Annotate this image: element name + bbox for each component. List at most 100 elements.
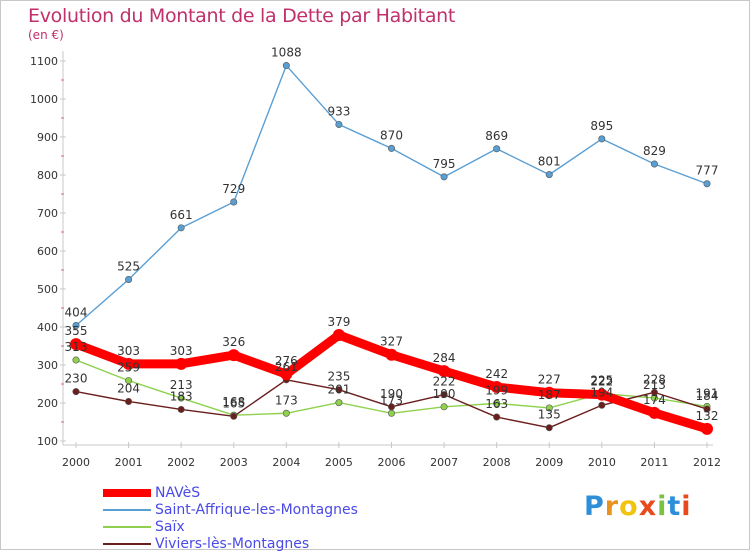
data-label: 933 bbox=[327, 104, 350, 118]
y-tick-label: 500 bbox=[37, 283, 58, 296]
data-label: 201 bbox=[327, 383, 350, 397]
data-point bbox=[282, 62, 290, 70]
data-point bbox=[545, 424, 553, 432]
x-tick-label: 2012 bbox=[693, 456, 721, 469]
data-label: 194 bbox=[590, 385, 613, 399]
data-point bbox=[70, 338, 82, 351]
data-point bbox=[230, 412, 238, 420]
data-point bbox=[703, 180, 711, 188]
logo-letter: x bbox=[638, 491, 658, 522]
data-label: 213 bbox=[643, 378, 666, 392]
data-label: 173 bbox=[275, 393, 298, 407]
data-point bbox=[335, 386, 343, 394]
data-point bbox=[703, 405, 711, 413]
data-point bbox=[282, 409, 290, 417]
y-tick-label: 600 bbox=[37, 245, 58, 258]
data-point bbox=[177, 394, 185, 402]
data-label: 303 bbox=[170, 344, 193, 358]
data-label: 326 bbox=[222, 335, 245, 349]
y-tick-label: 900 bbox=[37, 131, 58, 144]
x-tick-label: 2003 bbox=[220, 456, 248, 469]
data-label: 801 bbox=[538, 155, 561, 169]
data-point bbox=[490, 381, 503, 394]
data-point bbox=[493, 399, 501, 407]
y-tick-label: 400 bbox=[37, 321, 58, 334]
y-tick-label: 100 bbox=[37, 435, 58, 448]
data-label: 261 bbox=[275, 360, 298, 374]
data-label: 777 bbox=[696, 164, 719, 178]
data-label: 276 bbox=[275, 354, 298, 368]
x-tick-label: 2007 bbox=[430, 456, 458, 469]
data-label: 355 bbox=[65, 324, 88, 338]
data-label: 191 bbox=[696, 386, 719, 400]
y-tick-label: 1100 bbox=[30, 55, 58, 68]
chart-title: Evolution du Montant de la Dette par Hab… bbox=[28, 5, 456, 27]
series-points bbox=[70, 62, 713, 435]
data-label: 228 bbox=[643, 372, 666, 386]
x-tick-label: 2011 bbox=[640, 456, 668, 469]
logo-letter: i bbox=[681, 491, 692, 522]
data-label: 327 bbox=[380, 335, 403, 349]
data-point bbox=[440, 403, 448, 411]
data-point bbox=[335, 120, 343, 128]
legend-label: Saint-Affrique-les-Montagnes bbox=[155, 502, 358, 518]
data-label: 235 bbox=[327, 370, 350, 384]
legend-swatch bbox=[103, 543, 151, 545]
data-label: 213 bbox=[170, 378, 193, 392]
data-label: 379 bbox=[327, 315, 350, 329]
x-tick-label: 2002 bbox=[167, 456, 195, 469]
y-tick-label: 1000 bbox=[30, 93, 58, 106]
data-point bbox=[177, 224, 185, 232]
legend-label: NAVèS bbox=[155, 485, 201, 501]
data-point bbox=[230, 198, 238, 206]
logo-letter: r bbox=[604, 491, 620, 522]
data-label: 227 bbox=[538, 373, 561, 387]
data-point bbox=[493, 413, 501, 421]
legend-swatch bbox=[103, 489, 151, 497]
data-label: 870 bbox=[380, 128, 403, 142]
data-point bbox=[701, 422, 713, 435]
data-label: 869 bbox=[485, 129, 508, 143]
data-point bbox=[387, 409, 395, 417]
y-tick-label: 700 bbox=[37, 207, 58, 220]
logo-letter: i bbox=[657, 491, 668, 522]
data-label: 184 bbox=[696, 389, 719, 403]
logo-letter: o bbox=[619, 491, 639, 522]
data-label: 303 bbox=[117, 344, 140, 358]
data-point bbox=[648, 406, 661, 419]
logo-letter: P bbox=[584, 491, 605, 522]
data-point bbox=[387, 403, 395, 411]
y-tick-label: 300 bbox=[37, 359, 58, 372]
data-point bbox=[650, 160, 658, 168]
x-tick-label: 2001 bbox=[115, 456, 143, 469]
data-point bbox=[72, 356, 80, 364]
data-point bbox=[598, 135, 606, 143]
data-label: 174 bbox=[643, 393, 666, 407]
data-label: 729 bbox=[222, 182, 245, 196]
data-label: 135 bbox=[538, 408, 561, 422]
data-point bbox=[595, 388, 608, 401]
data-label: 132 bbox=[696, 409, 719, 423]
series-line bbox=[75, 64, 708, 327]
data-point bbox=[332, 328, 345, 341]
data-label: 187 bbox=[538, 388, 561, 402]
data-point bbox=[385, 348, 398, 361]
data-point bbox=[387, 144, 395, 152]
legend-swatch bbox=[103, 526, 151, 528]
x-tick-label: 2008 bbox=[483, 456, 511, 469]
data-label: 190 bbox=[380, 387, 403, 401]
data-point bbox=[227, 349, 240, 362]
axes: 100 200 300 400 500 600 700 800 900 1000 1100 2000 2… bbox=[30, 51, 721, 469]
data-label: 895 bbox=[590, 119, 613, 133]
data-label: 230 bbox=[65, 372, 88, 386]
data-label: 242 bbox=[485, 367, 508, 381]
data-label: 1088 bbox=[271, 46, 302, 60]
x-tick-label: 2009 bbox=[535, 456, 563, 469]
data-label: 204 bbox=[117, 381, 140, 395]
x-tick-label: 2005 bbox=[325, 456, 353, 469]
data-label: 163 bbox=[485, 397, 508, 411]
data-point bbox=[440, 173, 448, 181]
data-point bbox=[72, 388, 80, 396]
